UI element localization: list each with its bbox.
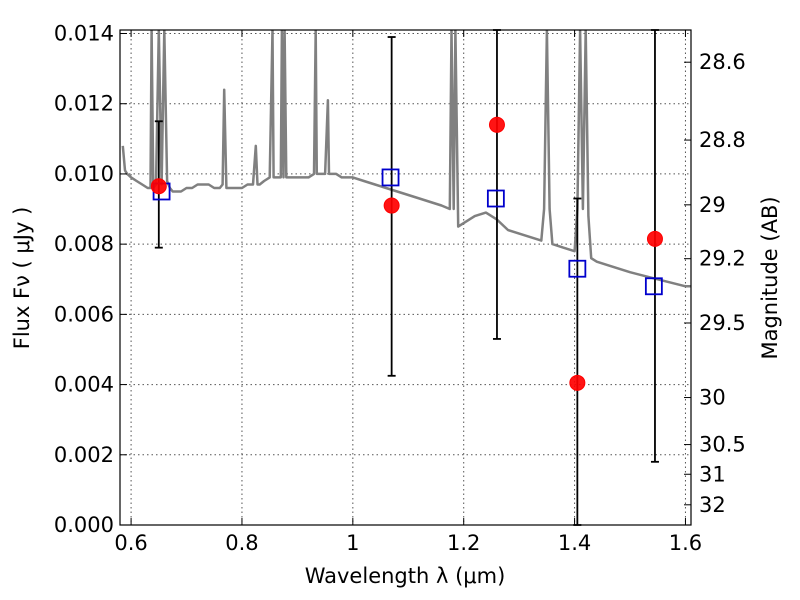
magnitude-tick-label: 29 <box>699 193 726 217</box>
magnitude-tick-label: 31 <box>699 462 726 486</box>
y-tick-label: 0.006 <box>54 302 114 326</box>
magnitude-tick-label: 28.8 <box>699 128 746 152</box>
sed-model-line <box>121 30 691 288</box>
y-tick-label: 0.014 <box>54 22 114 46</box>
observed-flux-point <box>488 116 505 133</box>
observed-flux-point <box>646 230 663 247</box>
x-tick-label: 1 <box>346 531 359 555</box>
magnitude-axis: 28.6 28.8 29 29.2 29.5 30 30.5 31 32 <box>684 50 746 517</box>
magnitude-axis-title: Magnitude (AB) <box>758 196 782 359</box>
plot-area <box>121 29 691 526</box>
x-tick-label: 0.6 <box>114 531 147 555</box>
magnitude-tick-label: 28.6 <box>699 50 746 74</box>
model-photometry-square <box>644 277 663 296</box>
model-photometry-square <box>381 168 400 187</box>
magnitude-tick-label: 29.5 <box>699 311 746 335</box>
y-tick-label: 0.000 <box>54 513 114 537</box>
x-tick-label: 1.2 <box>447 531 480 555</box>
plot-frame <box>119 29 692 526</box>
y-tick-label: 0.012 <box>54 92 114 116</box>
magnitude-tick-label: 32 <box>699 493 726 517</box>
observed-flux-point <box>150 178 167 195</box>
magnitude-tick-label: 30 <box>699 386 726 410</box>
x-tick-label: 1.4 <box>558 531 591 555</box>
y-tick-label: 0.004 <box>54 373 114 397</box>
y-axis: 0.000 0.002 0.004 0.006 0.008 0.010 0.012 0.014 <box>54 22 127 537</box>
observed-flux-point <box>383 197 400 214</box>
x-axis-title: Wavelength λ (μm) <box>305 564 506 588</box>
observed-flux-point <box>569 374 586 391</box>
magnitude-tick-label: 29.2 <box>699 247 746 271</box>
y-tick-label: 0.002 <box>54 443 114 467</box>
x-axis: 0.6 0.8 1 1.2 1.4 1.6 <box>114 30 702 555</box>
y-axis-title: Flux Fν ( μJy ) <box>10 207 34 350</box>
y-tick-label: 0.008 <box>54 232 114 256</box>
x-tick-label: 1.6 <box>669 531 702 555</box>
y-tick-label: 0.010 <box>54 162 114 186</box>
model-photometry-square <box>486 189 505 208</box>
x-tick-label: 0.8 <box>225 531 258 555</box>
magnitude-tick-label: 30.5 <box>699 433 746 457</box>
model-photometry-square <box>568 259 587 278</box>
